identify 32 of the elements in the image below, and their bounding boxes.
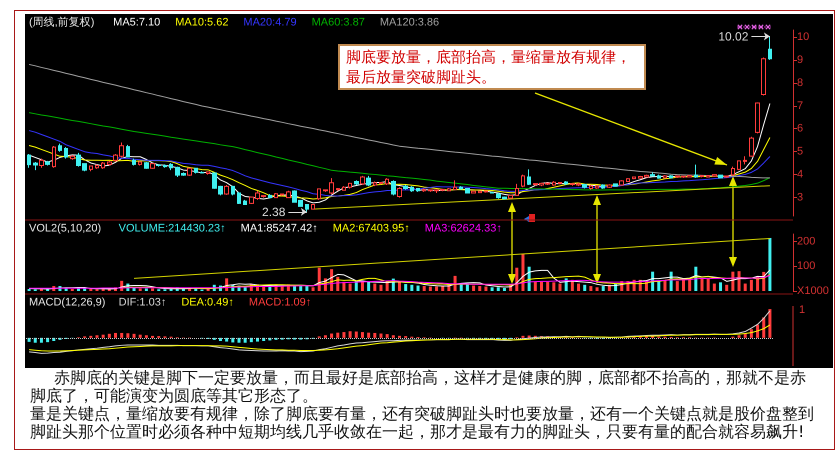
text: MA5:7.10 xyxy=(113,16,160,28)
annotation: 2.38 xyxy=(262,204,286,219)
text: MA3:62624.33↑ xyxy=(424,222,502,234)
y-tick-label: 8 xyxy=(797,76,804,89)
chart-title: VOL2(5,10,20) xyxy=(29,222,102,234)
chart-title: (周线,前复权) xyxy=(29,16,94,28)
text: MA1:85247.42↑ xyxy=(240,222,318,234)
annotation: 脚底要放量，底部抬高，量缩量放有规律，最后放量突破脚趾头。 xyxy=(338,44,646,90)
y-tick-label: X1000 xyxy=(797,285,829,297)
y-tick-label: 10 xyxy=(797,30,810,43)
y-tick-label: 6 xyxy=(797,122,804,135)
y-tick-label: 7 xyxy=(797,100,804,112)
text: MA120:3.86 xyxy=(380,16,440,28)
text: MA60:3.87 xyxy=(312,16,365,28)
text: MACD:1.09↑ xyxy=(248,296,312,308)
text: 1 xyxy=(799,304,806,316)
text: 量是关键点，量缩放要有规律，除了脚底要有量，还有突破脚趾头时也要放量，还有一个关键点就是股价盘整到脚趾头那个位置时必须各种中短期均线几乎收敛在一起，那才是最有力的脚趾头，只要有量的配合就容易飙升! xyxy=(30,404,815,441)
y-tick-label: 4 xyxy=(797,168,804,181)
text: 赤脚底的关键是脚下一定要放量，而且最好是底部抬高，这样才是健康的脚，底部都不抬高的，那就不是赤脚底了，可能演变为圆底等其它形态了。 xyxy=(30,368,807,405)
y-tick-label: 9 xyxy=(797,54,804,66)
y-tick-label: 5 xyxy=(797,146,804,158)
chart-title: MACD(12,26,9) xyxy=(29,296,106,308)
text: VOLUME:214430.23↑ xyxy=(118,222,226,234)
text: MA2:67403.95↑ xyxy=(332,222,410,234)
y-tick-label: 100 xyxy=(797,260,816,272)
text: MA20:4.79 xyxy=(243,16,297,28)
text: MA10:5.62 xyxy=(175,16,228,28)
annotation: 10.02 xyxy=(718,29,749,44)
text: DEA:0.49↑ xyxy=(181,296,234,308)
text: DIF:1.03↑ xyxy=(118,296,166,308)
y-tick-label: 3 xyxy=(797,192,804,204)
y-tick-label: 200 xyxy=(797,235,816,248)
